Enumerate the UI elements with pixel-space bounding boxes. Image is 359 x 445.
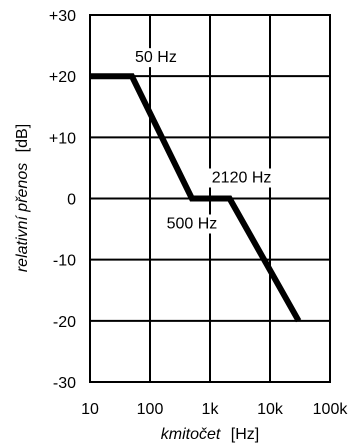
annotations: 50 Hz 500 Hz 2120 Hz [132, 48, 275, 234]
annotation-background [163, 214, 221, 234]
y-tick-label: +10 [49, 130, 76, 147]
plot-frame [89, 14, 331, 383]
x-axis-label-main: kmitočet [161, 426, 221, 443]
annotation-background [132, 48, 180, 68]
series-layer [90, 73, 302, 323]
y-tick-label: 0 [67, 192, 76, 209]
y-tick-label: -10 [53, 253, 76, 270]
x-tick-label: 10k [257, 401, 284, 418]
y-tick-label: +20 [49, 69, 76, 86]
annotation-label: 2120 Hz [212, 170, 272, 187]
x-tick-label: 10 [81, 401, 99, 418]
y-tick-labels: +30 +20 +10 0 -10 -20 -30 [49, 8, 76, 392]
annotation-label: 500 Hz [167, 216, 218, 233]
y-tick-label: -30 [53, 375, 76, 392]
annotation-label: 50 Hz [135, 49, 177, 66]
x-tick-labels: 10 100 1k 10k 100k [81, 401, 348, 418]
y-axis-label: relativní přenos [dB] [14, 124, 31, 272]
x-axis-label: kmitočet [Hz] [161, 426, 259, 443]
y-tick-label: -20 [53, 314, 76, 331]
y-axis-label-unit: [dB] [14, 124, 31, 152]
y-tick-label: +30 [49, 8, 76, 25]
annotation-background [208, 168, 275, 188]
x-tick-label: 100 [137, 401, 164, 418]
y-axis-label-main: relativní přenos [14, 163, 31, 272]
x-axis-label-unit: [Hz] [231, 426, 259, 443]
x-tick-label: 100k [313, 401, 349, 418]
series-line [90, 73, 302, 323]
x-tick-label: 1k [202, 401, 220, 418]
